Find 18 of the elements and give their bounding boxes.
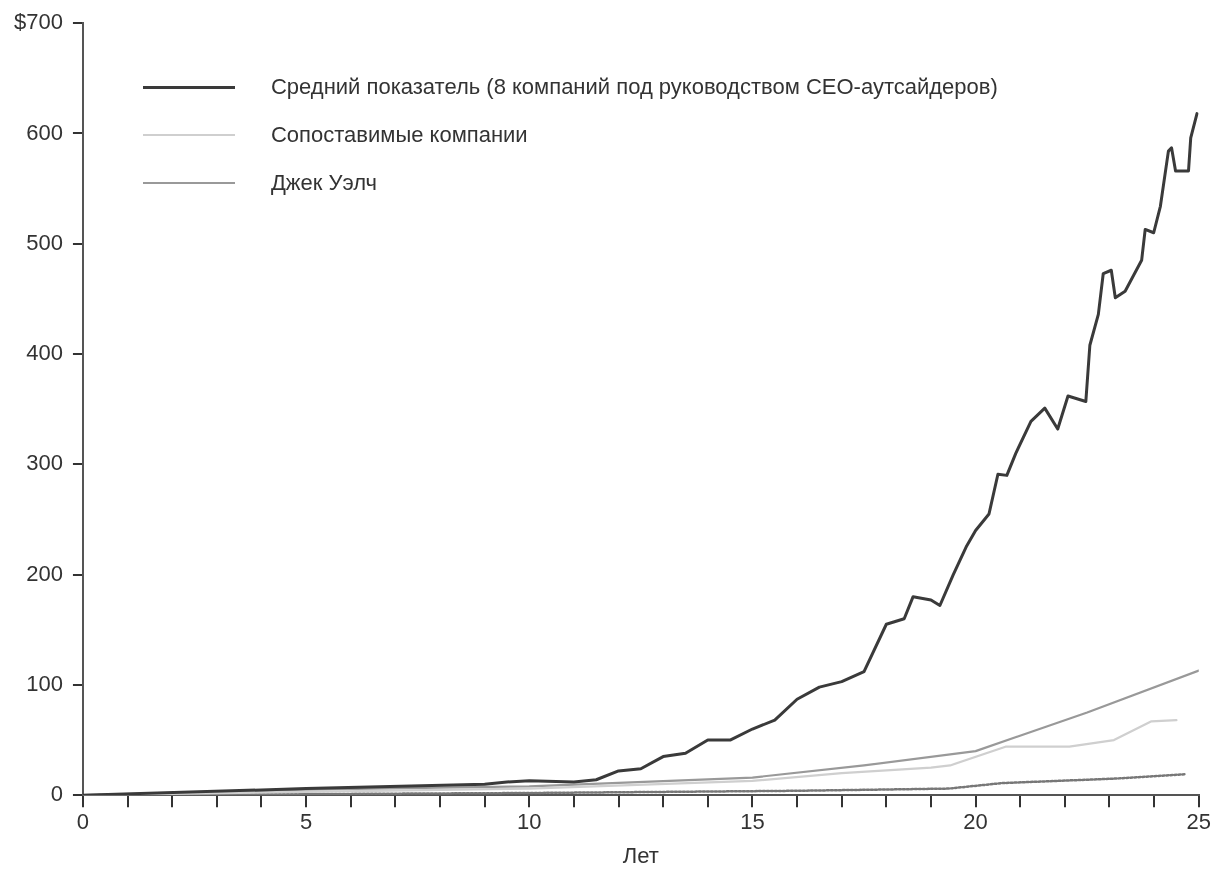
x-tick-label: 25 [1186, 809, 1212, 835]
x-axis-title: Лет [622, 842, 659, 868]
y-tick-label: 300 [26, 450, 63, 476]
y-tick-label: 100 [26, 670, 63, 696]
legend-label: Средний показатель (8 компаний под руководством CEO-аутсайдеров) [270, 74, 998, 101]
y-tick-label: 200 [26, 560, 63, 586]
y-tick-label: 500 [26, 229, 63, 255]
legend-label: Сопоставимые компании [270, 122, 528, 149]
x-tick-label: 5 [299, 809, 313, 835]
x-tick-label: 10 [517, 809, 542, 835]
x-tick-label: 15 [740, 809, 765, 835]
x-tick-label: 0 [76, 809, 90, 835]
legend-label: Джек Уэлч [270, 170, 378, 197]
x-tick-label: 20 [963, 809, 988, 835]
y-tick-label: 400 [26, 340, 63, 366]
y-tick-label: 0 [50, 781, 63, 807]
y-tick-label: $700 [13, 9, 63, 35]
y-tick-label: 600 [26, 119, 63, 145]
